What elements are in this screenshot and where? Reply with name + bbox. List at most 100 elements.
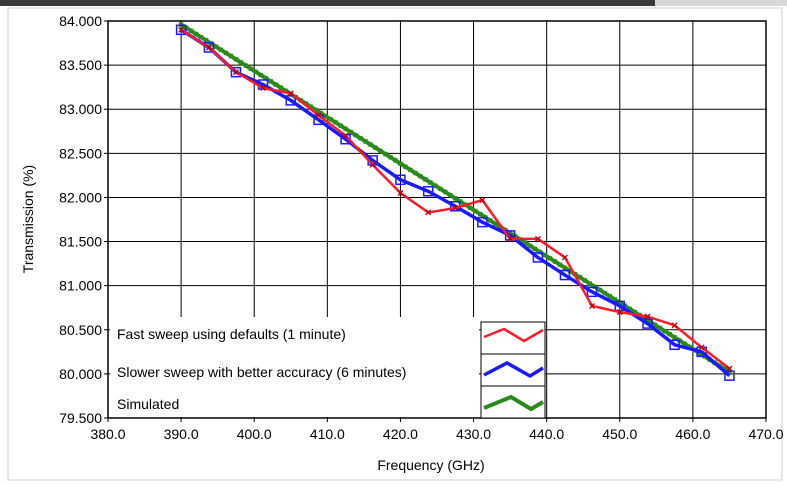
point-simulated <box>627 306 632 312</box>
point-simulated <box>527 243 533 248</box>
point-simulated <box>607 294 613 299</box>
point-simulated <box>213 44 219 49</box>
point-simulated <box>263 76 269 81</box>
point-simulated <box>602 290 608 296</box>
point-simulated <box>473 208 478 214</box>
point-fast <box>425 209 432 216</box>
y-tick-label: 80.500 <box>59 322 102 338</box>
point-slow <box>285 95 297 106</box>
point-fast <box>616 309 623 316</box>
point-slow <box>532 252 544 263</box>
point-fast <box>287 90 294 97</box>
point-simulated <box>273 82 279 87</box>
point-fast <box>479 197 486 204</box>
point-simulated <box>323 113 328 119</box>
y-tick-label: 83.500 <box>59 57 102 73</box>
y-tick-label: 82.500 <box>59 145 102 161</box>
point-fast <box>315 112 322 119</box>
point-simulated <box>308 104 313 109</box>
point-simulated <box>433 183 438 188</box>
point-simulated <box>338 123 343 128</box>
point-simulated <box>363 139 368 144</box>
point-simulated <box>313 107 318 113</box>
point-slow <box>559 269 571 281</box>
point-simulated <box>353 132 358 138</box>
point-simulated <box>373 145 378 150</box>
point-fast <box>534 235 541 242</box>
point-fast <box>589 302 595 309</box>
window-top-strip <box>0 0 787 6</box>
point-fast <box>726 365 733 372</box>
y-tick-label: 83.000 <box>59 101 102 117</box>
point-simulated <box>587 281 593 286</box>
point-simulated <box>612 297 617 302</box>
point-simulated <box>652 322 657 327</box>
point-simulated <box>378 148 383 154</box>
plot-frame <box>107 20 767 419</box>
point-simulated <box>248 66 254 71</box>
point-fast <box>507 235 514 242</box>
point-simulated <box>532 246 538 252</box>
point-simulated <box>403 164 408 169</box>
point-simulated <box>453 196 458 201</box>
point-simulated <box>597 287 603 293</box>
point-simulated <box>687 344 692 350</box>
legend: Fast sweep using defaults (1 minute) Slo… <box>110 317 546 419</box>
point-simulated <box>348 129 353 135</box>
point-simulated <box>303 101 308 106</box>
point-simulated <box>537 249 543 255</box>
point-simulated <box>672 335 677 340</box>
point-simulated <box>398 161 403 166</box>
point-fast <box>452 205 459 212</box>
point-simulated <box>203 38 209 43</box>
point-simulated <box>423 177 428 182</box>
legend-label-slow: Slower sweep with better accuracy (6 min… <box>117 364 406 380</box>
x-tick-label: 380.0 <box>90 426 125 442</box>
point-simulated <box>492 221 498 226</box>
point-slow <box>395 174 406 186</box>
point-fast <box>205 44 212 51</box>
point-slow <box>477 216 488 228</box>
point-slow <box>422 186 434 197</box>
point-slow <box>614 300 626 312</box>
y-axis-label: Transmission (%) <box>20 165 36 273</box>
y-tick-label: 82.000 <box>59 189 102 205</box>
point-simulated <box>507 230 513 236</box>
legend-swatch-slow <box>483 361 544 379</box>
x-tick-label: 420.0 <box>383 426 418 442</box>
point-simulated <box>438 186 443 192</box>
point-simulated <box>393 158 398 163</box>
legend-swatch-simulated <box>483 394 545 412</box>
y-tick-label: 84.000 <box>59 13 102 29</box>
legend-label-simulated: Simulated <box>117 396 179 412</box>
point-simulated <box>632 309 637 315</box>
x-tick-label: 390.0 <box>164 426 199 442</box>
point-slow <box>724 370 735 381</box>
point-simulated <box>243 63 249 68</box>
point-fast <box>232 69 239 76</box>
point-slow <box>642 318 653 329</box>
x-tick-label: 440.0 <box>529 426 564 442</box>
point-simulated <box>487 218 493 223</box>
y-tick-label: 81.500 <box>59 234 102 250</box>
legend-text-area <box>110 317 479 417</box>
point-simulated <box>428 180 433 185</box>
point-simulated <box>223 50 229 56</box>
point-simulated <box>258 72 264 78</box>
point-simulated <box>253 69 259 75</box>
tick-labels: 380.0 390.0 400.0 410.0 420.0 430.0 440.0 450.0… <box>59 13 784 442</box>
point-fast <box>397 190 404 197</box>
point-simulated <box>617 300 622 305</box>
y-tick-label: 79.500 <box>59 410 102 426</box>
point-simulated <box>233 57 239 62</box>
point-slow <box>175 24 187 36</box>
x-tick-label: 450.0 <box>602 426 637 442</box>
point-simulated <box>657 325 662 331</box>
legend-label-fast: Fast sweep using defaults (1 minute) <box>117 326 346 342</box>
y-tick-label: 81.000 <box>59 278 102 294</box>
point-simulated <box>238 60 244 65</box>
point-simulated <box>682 341 687 346</box>
point-simulated <box>368 142 373 147</box>
point-simulated <box>667 332 672 337</box>
